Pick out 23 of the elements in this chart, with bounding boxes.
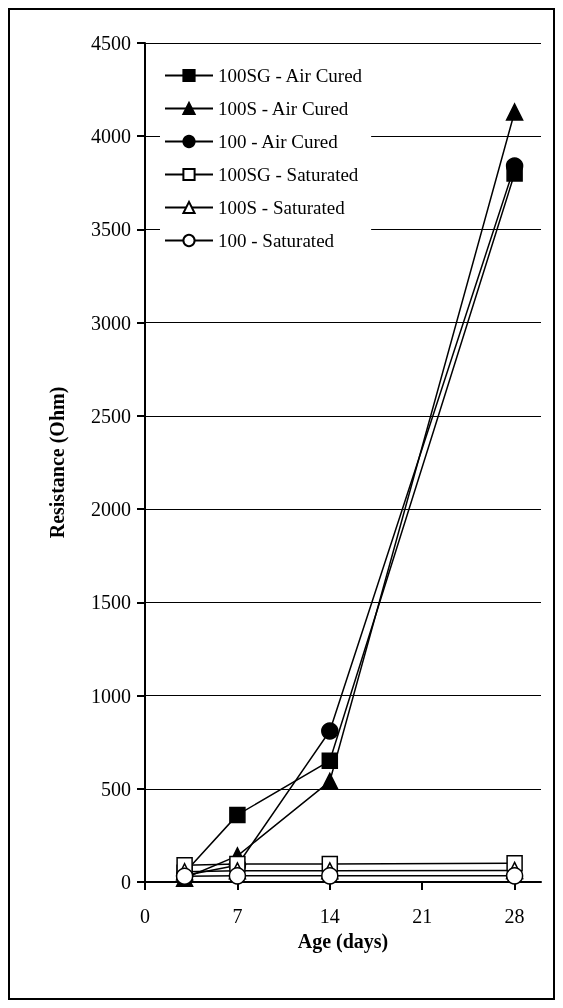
legend-label: 100SG - Saturated [218,164,359,185]
y-axis-title: Resistance (Ohm) [46,386,69,539]
legend-label: 100S - Air Cured [218,98,349,119]
y-tick-label: 0 [121,871,131,893]
y-tick-label: 2500 [91,404,131,427]
legend-label: 100S - Saturated [218,197,346,218]
x-tick-label: 0 [140,905,150,927]
legend-label: 100 - Air Cured [218,131,339,152]
x-axis-title: Age (days) [297,929,389,953]
y-tick-label: 4500 [91,32,131,54]
x-tick-label: 28 [504,905,525,927]
x-tick-label: 7 [232,905,243,927]
legend-label: 100SG - Air Cured [218,65,363,86]
y-tick-label: 4000 [91,125,131,148]
y-tick-label: 500 [101,777,131,800]
legend-label: 100 - Saturated [218,230,335,251]
y-tick-label: 1000 [91,684,131,707]
x-tick-label: 14 [319,905,340,927]
x-tick-label: 21 [412,905,433,927]
y-tick-label: 2000 [91,498,131,521]
y-tick-label: 3000 [91,311,131,334]
y-tick-label: 3500 [91,218,131,241]
y-tick-label: 1500 [91,591,131,614]
